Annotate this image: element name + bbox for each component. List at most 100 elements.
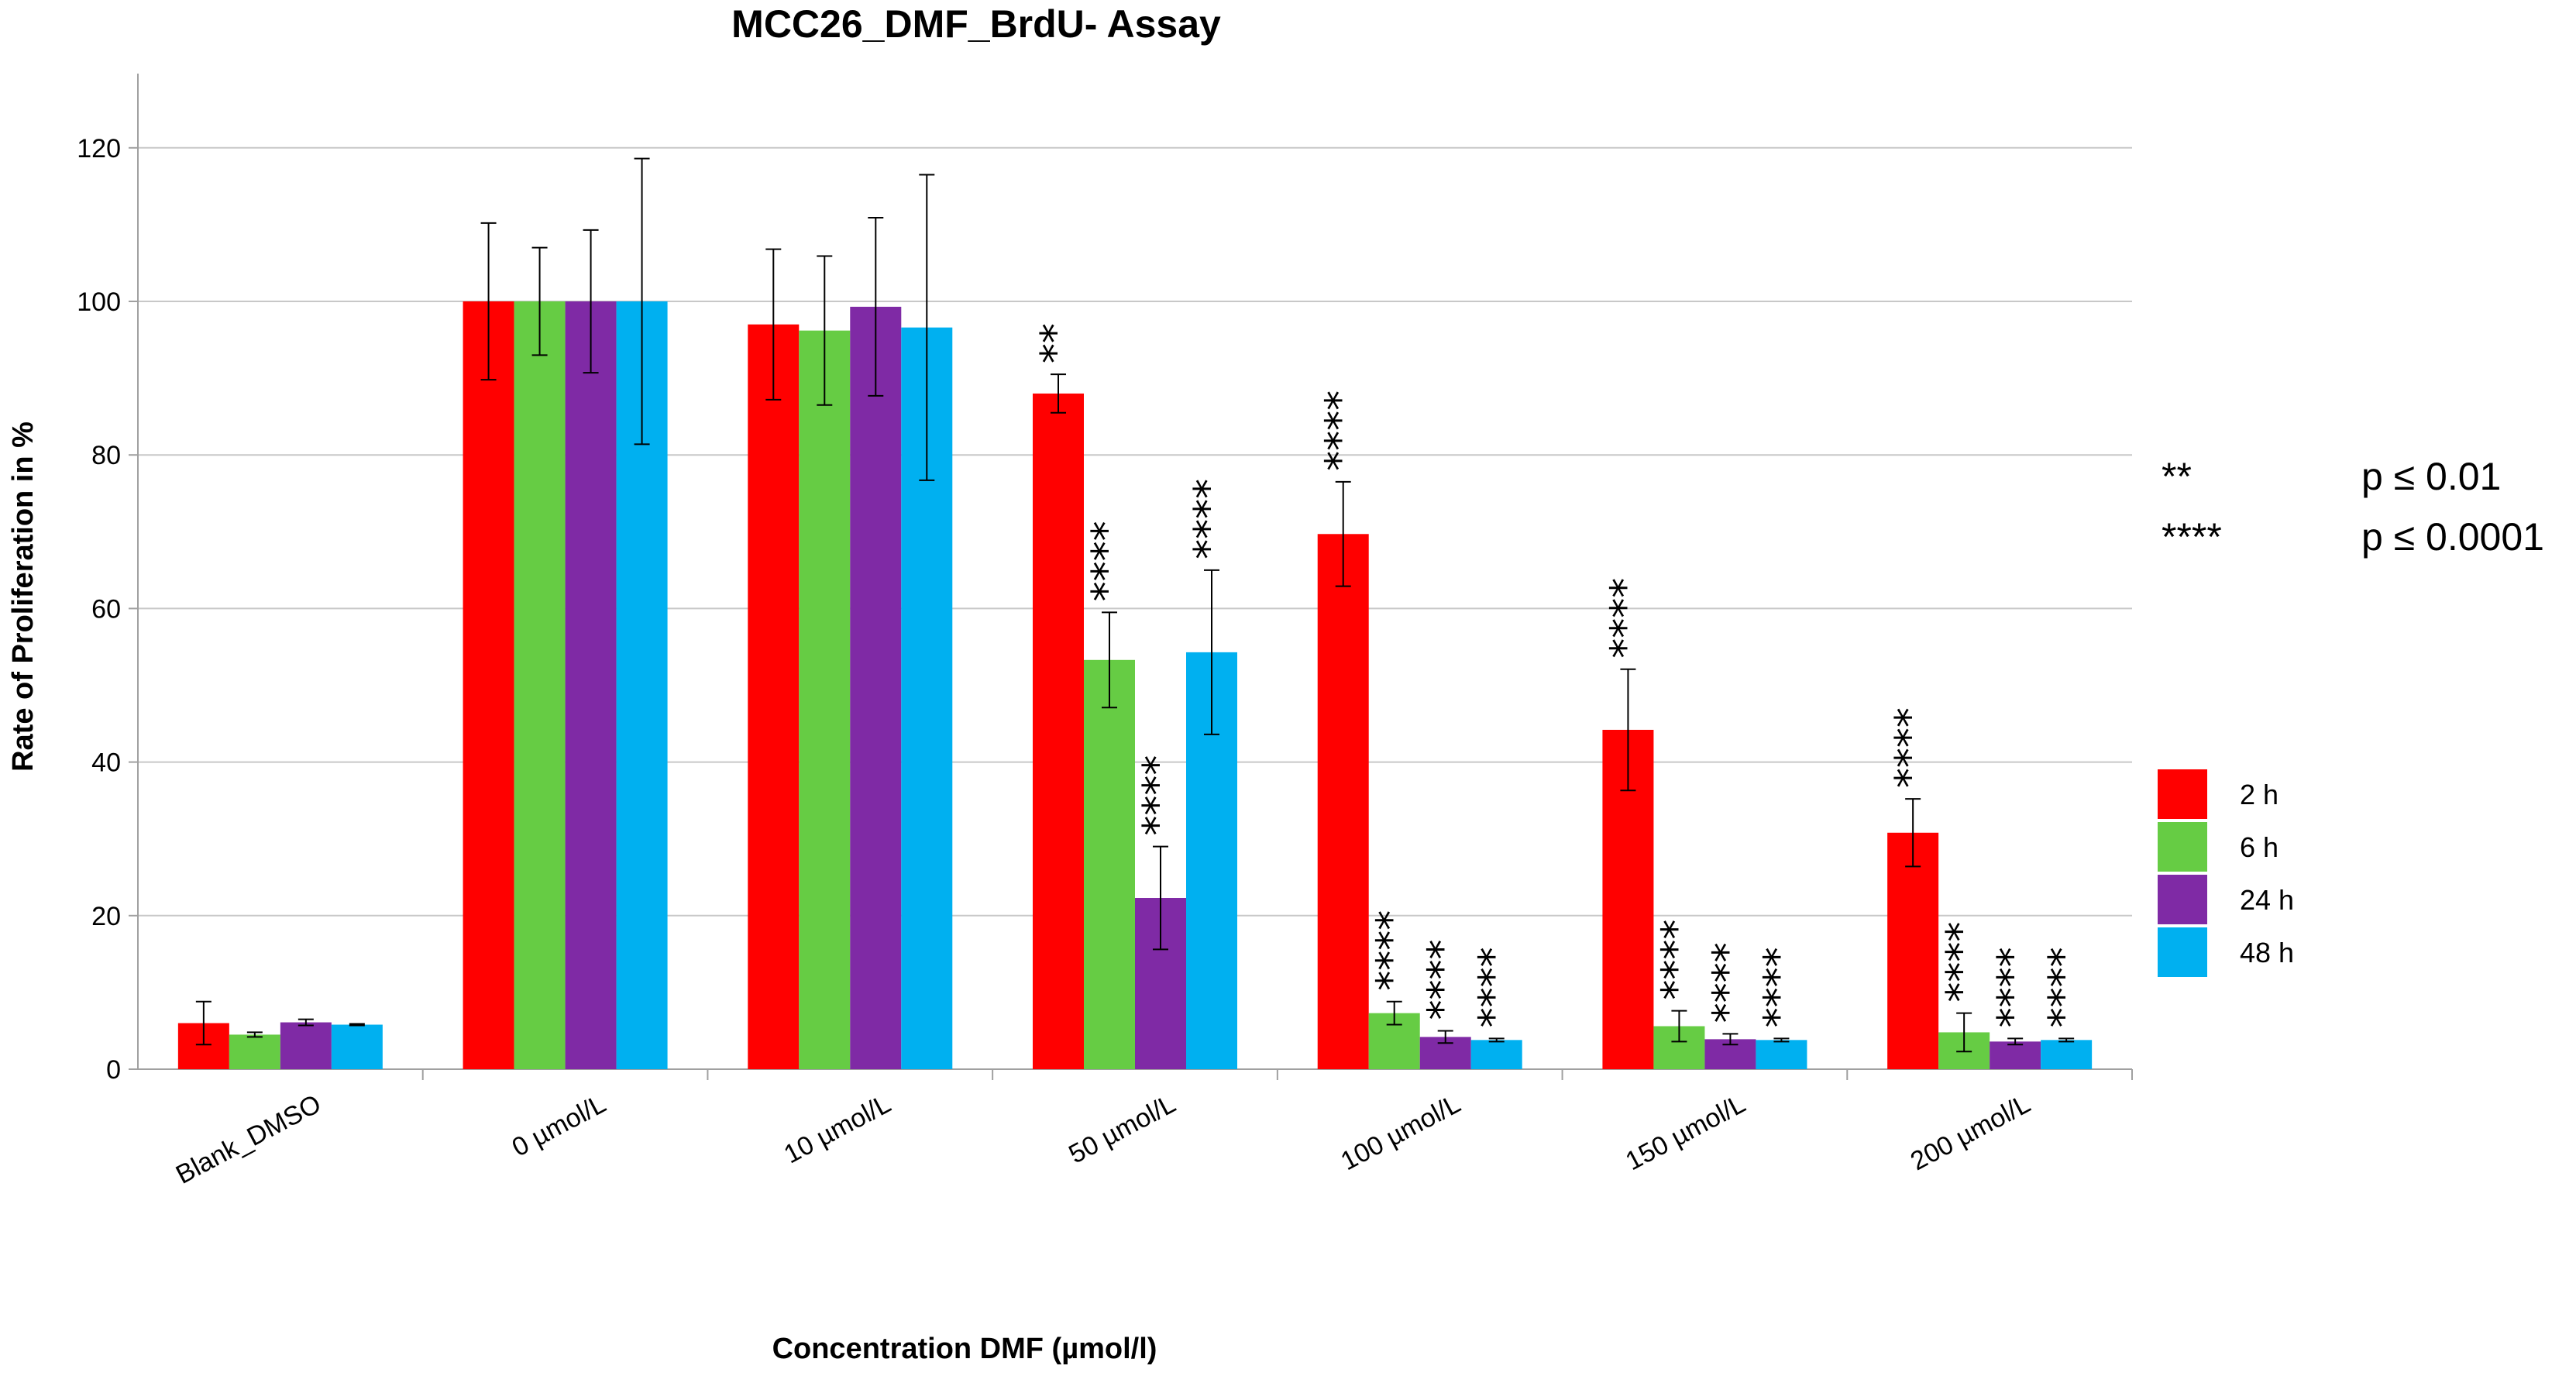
x-tick-label: 10 µmol/L — [779, 1089, 896, 1170]
x-tick-label: 50 µmol/L — [1064, 1089, 1180, 1170]
error-bar — [634, 157, 650, 445]
bar — [1887, 832, 1939, 1069]
significance-marker: ** — [1033, 323, 1079, 363]
error-bar — [868, 216, 884, 397]
x-tick-label: 150 µmol/L — [1621, 1089, 1750, 1177]
significance-marker: **** — [1369, 910, 1415, 991]
bar — [799, 330, 851, 1070]
error-bar — [297, 1018, 314, 1027]
significance-marker: **** — [1471, 947, 1518, 1027]
error-bar — [1335, 480, 1351, 587]
bar — [229, 1034, 280, 1069]
error-bar — [1956, 1012, 1972, 1053]
x-tick-label: Blank_DMSO — [171, 1089, 326, 1190]
legend-item: 6 h — [2158, 822, 2279, 872]
error-bar — [246, 1031, 263, 1038]
x-tick-label: 100 µmol/L — [1336, 1089, 1465, 1177]
significance-marker: **** — [1420, 939, 1467, 1020]
bar — [748, 324, 800, 1070]
error-bar — [195, 1000, 212, 1046]
y-axis-label: Rate of Proliferation in % — [7, 421, 40, 772]
significance-key: ** p ≤ 0.01 **** p ≤ 0.0001 — [2162, 455, 2544, 559]
error-bar — [1102, 611, 1117, 709]
y-tick-label: 20 — [91, 902, 121, 931]
error-bar — [1204, 569, 1219, 735]
y-tick-label: 40 — [91, 748, 121, 778]
significance-marker: **** — [2041, 947, 2087, 1027]
legend-swatch — [2158, 822, 2207, 872]
error-bar — [1153, 845, 1168, 951]
bar — [565, 301, 617, 1069]
significance-marker: **** — [1990, 947, 2036, 1027]
legend-label: 6 h — [2240, 831, 2279, 863]
bar — [2041, 1040, 2093, 1069]
legend-swatch — [2158, 927, 2207, 977]
significance-key-row: ** p ≤ 0.01 — [2162, 455, 2501, 498]
error-bar — [531, 246, 548, 356]
error-bar — [1722, 1033, 1739, 1046]
bars — [177, 301, 2093, 1070]
significance-marker: **** — [1186, 479, 1233, 559]
significance-marker: **** — [1938, 922, 1985, 1003]
error-bar — [1437, 1030, 1453, 1044]
significance-marker: **** — [1084, 521, 1130, 601]
significance-marker: **** — [1653, 920, 1700, 1000]
legend-label: 48 h — [2240, 937, 2294, 968]
significance-marker: **** — [1704, 942, 1751, 1023]
y-tick-label: 80 — [91, 441, 121, 470]
significance-symbol: ** — [2162, 455, 2192, 498]
significance-markers: ********************** **** ************ **… — [1033, 323, 2087, 1027]
legend-item: 2 h — [2158, 769, 2279, 819]
legend: 2 h 6 h 24 h 48 h — [2158, 769, 2294, 977]
significance-marker: **** — [1135, 755, 1181, 836]
bar — [514, 301, 566, 1069]
y-tick-label: 100 — [77, 287, 121, 317]
bar — [850, 306, 902, 1069]
error-bar — [1905, 798, 1921, 868]
significance-marker: **** — [1756, 947, 1802, 1027]
error-bar — [1620, 668, 1636, 792]
x-tick-label: 200 µmol/L — [1906, 1089, 2035, 1177]
bar — [1756, 1040, 1807, 1069]
error-bar — [1671, 1010, 1687, 1043]
error-bar — [1386, 1000, 1402, 1026]
y-tick-label: 60 — [91, 594, 121, 624]
bar — [463, 301, 514, 1069]
error-bar — [2058, 1037, 2075, 1043]
error-bar — [765, 248, 782, 401]
error-bar — [2007, 1037, 2024, 1046]
legend-label: 24 h — [2240, 884, 2294, 916]
legend-swatch — [2158, 875, 2207, 924]
bar — [280, 1022, 332, 1069]
error-bar — [1488, 1037, 1505, 1043]
y-tick-label: 120 — [77, 134, 121, 163]
bar — [1470, 1040, 1522, 1069]
bar — [1990, 1041, 2041, 1069]
significance-threshold: p ≤ 0.01 — [2361, 455, 2501, 498]
significance-threshold: p ≤ 0.0001 — [2361, 515, 2544, 559]
significance-marker: **** — [1887, 707, 1934, 788]
chart-title: MCC26_DMF_BrdU- Assay — [731, 2, 1221, 46]
bar — [1033, 393, 1084, 1069]
error-bar — [1051, 373, 1066, 414]
error-bar — [583, 229, 599, 374]
error-bar — [349, 1023, 365, 1027]
y-tick-label: 0 — [106, 1055, 121, 1085]
error-bar — [480, 222, 497, 381]
significance-key-row: **** p ≤ 0.0001 — [2162, 515, 2544, 559]
significance-marker: **** — [1602, 578, 1649, 659]
bar — [1317, 534, 1369, 1069]
bar — [331, 1024, 383, 1069]
legend-label: 2 h — [2240, 779, 2279, 810]
error-bar — [919, 174, 935, 481]
error-bars — [195, 157, 2075, 1053]
legend-item: 48 h — [2158, 927, 2294, 977]
x-tick-label: 0 µmol/L — [507, 1089, 611, 1163]
error-bar — [817, 255, 833, 406]
significance-symbol: **** — [2162, 515, 2222, 559]
legend-item: 24 h — [2158, 875, 2294, 924]
error-bar — [1773, 1037, 1790, 1043]
x-axis-label: Concentration DMF (µmol/l) — [772, 1333, 1157, 1365]
significance-marker: **** — [1318, 390, 1364, 471]
legend-swatch — [2158, 769, 2207, 819]
